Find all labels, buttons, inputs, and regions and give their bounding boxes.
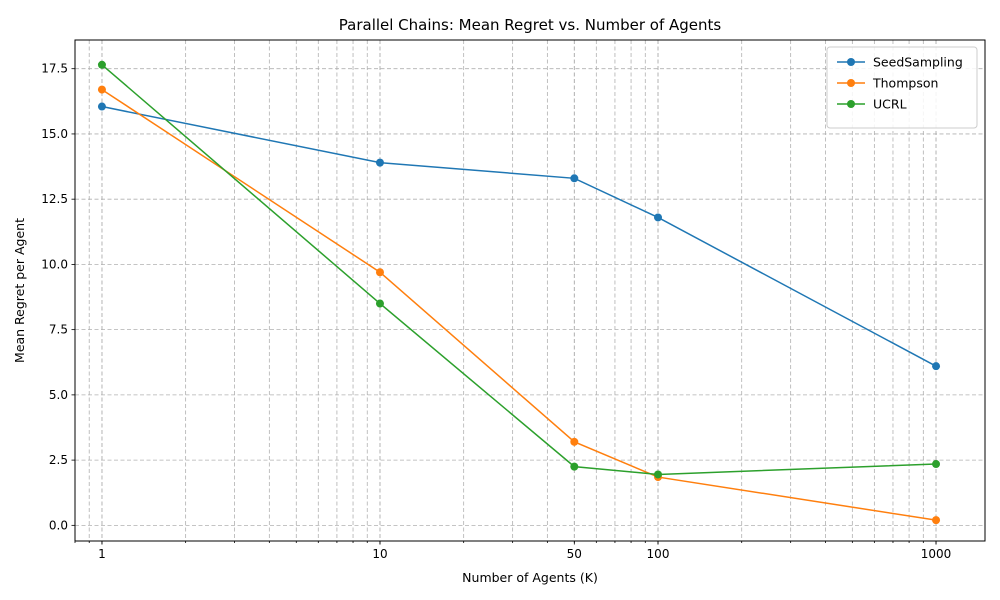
axis-ticks: 1 10 50 100 1000 0.0 2.5 5.0 7.5 10.0 12.5 15.0 17.5 <box>41 62 951 561</box>
legend-label: Thompson <box>872 76 938 91</box>
series-ucrl <box>97 60 941 479</box>
plot-area <box>74 39 986 542</box>
data-point <box>97 85 106 94</box>
data-point <box>375 158 384 167</box>
series-lines <box>97 60 941 525</box>
y-axis-title: Mean Regret per Agent <box>12 218 27 363</box>
series-line <box>101 105 937 367</box>
legend-box <box>826 46 978 129</box>
legend-marker <box>847 79 855 87</box>
x-tick-label: 1000 <box>921 547 952 561</box>
grid <box>74 40 985 541</box>
legend-label: UCRL <box>873 97 907 112</box>
y-tick-label: 2.5 <box>49 453 68 467</box>
data-point <box>932 516 941 525</box>
x-tick-label: 100 <box>647 547 670 561</box>
data-point <box>570 437 579 446</box>
series-seedsampling <box>97 102 941 371</box>
data-point <box>570 174 579 183</box>
data-point <box>654 470 663 479</box>
y-tick-label: 7.5 <box>49 323 68 337</box>
series-thompson <box>97 85 941 525</box>
chart-title: Parallel Chains: Mean Regret vs. Number … <box>339 16 722 34</box>
legend-item: Thompson <box>837 76 938 91</box>
data-point <box>932 460 941 469</box>
data-point <box>654 213 663 222</box>
data-point <box>375 268 384 277</box>
data-point <box>97 60 106 69</box>
legend-item: UCRL <box>837 97 907 112</box>
x-tick-label: 50 <box>567 547 582 561</box>
data-point <box>375 299 384 308</box>
x-tick-label: 10 <box>372 547 387 561</box>
legend: SeedSampling Thompson UCRL <box>826 46 978 129</box>
y-tick-label: 15.0 <box>41 127 68 141</box>
legend-item: SeedSampling <box>837 55 963 70</box>
x-tick-label: 1 <box>98 547 106 561</box>
data-point <box>97 102 106 111</box>
series-line <box>101 88 937 521</box>
data-point <box>570 462 579 471</box>
x-axis-title: Number of Agents (K) <box>462 570 598 585</box>
legend-marker <box>847 100 855 108</box>
y-tick-label: 17.5 <box>41 62 68 76</box>
series-line <box>101 64 937 476</box>
y-tick-label: 0.0 <box>49 518 68 532</box>
y-tick-label: 12.5 <box>41 192 68 206</box>
data-point <box>932 362 941 371</box>
legend-label: SeedSampling <box>873 55 963 70</box>
y-tick-label: 5.0 <box>49 388 68 402</box>
legend-marker <box>847 58 855 66</box>
y-tick-label: 10.0 <box>41 257 68 271</box>
